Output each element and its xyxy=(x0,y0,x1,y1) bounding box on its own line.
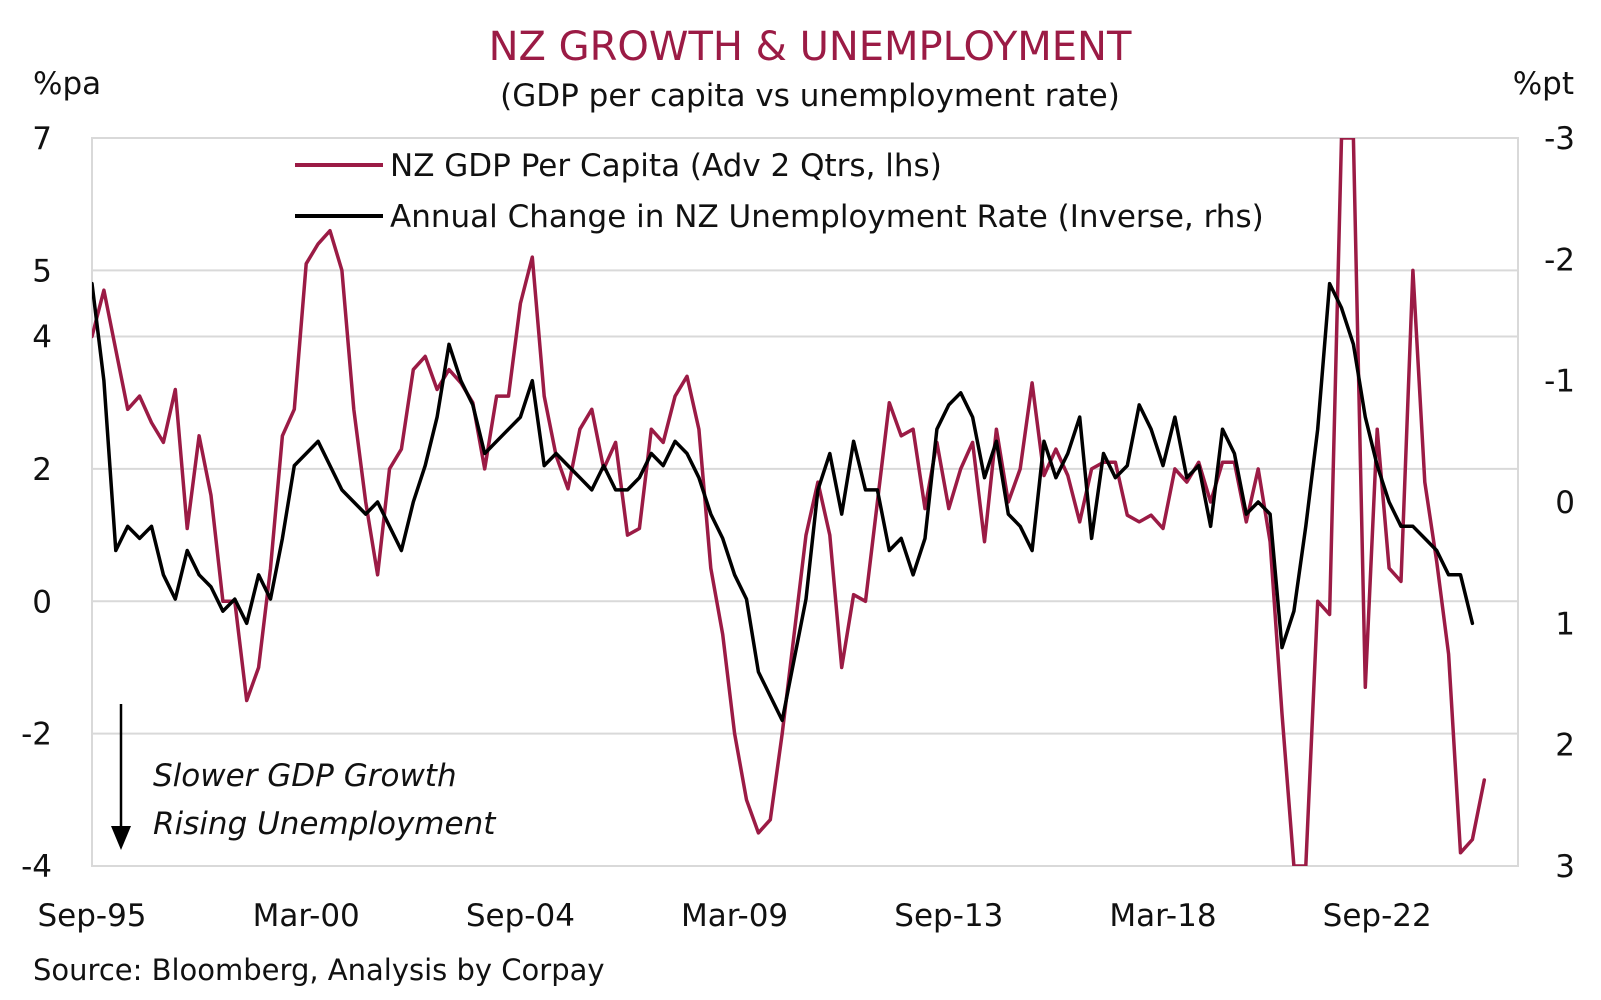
x-axis-ticks: Sep-95 Mar-00 Sep-04 Mar-09 Sep-13 Mar-18 Sep-… xyxy=(37,898,1431,934)
annotation: Slower GDP Growth Rising Unemployment xyxy=(111,704,497,850)
y-right-tick-label: 3 xyxy=(1555,849,1575,885)
plot-frame xyxy=(91,137,1519,867)
right-axis-unit: %pt xyxy=(1513,66,1574,102)
annotation-line-2: Rising Unemployment xyxy=(153,806,497,842)
series-line-unemployment-change xyxy=(92,281,1475,723)
left-axis-ticks: 7 5 4 2 0 -2 -4 xyxy=(21,121,52,885)
source-note: Source: Bloomberg, Analysis by Corpay xyxy=(33,953,605,987)
y-right-tick-label: 1 xyxy=(1555,606,1575,642)
x-tick-label: Mar-00 xyxy=(253,898,360,934)
x-tick-label: Mar-18 xyxy=(1109,898,1216,934)
x-tick-label: Sep-13 xyxy=(894,898,1003,934)
y-left-tick-label: -4 xyxy=(21,849,52,885)
y-right-tick-label: 0 xyxy=(1555,485,1575,521)
annotation-line-1: Slower GDP Growth xyxy=(153,758,457,794)
y-left-tick-label: 2 xyxy=(32,452,52,488)
chart-subtitle: (GDP per capita vs unemployment rate) xyxy=(500,78,1120,114)
chart-title: NZ GROWTH & UNEMPLOYMENT xyxy=(489,24,1132,70)
x-tick-label: Mar-09 xyxy=(681,898,788,934)
x-tick-label: Sep-04 xyxy=(466,898,575,934)
legend-label-unemployment: Annual Change in NZ Unemployment Rate (I… xyxy=(390,199,1264,235)
plot-area-border xyxy=(91,137,1519,867)
y-right-tick-label: -2 xyxy=(1544,242,1575,278)
y-right-tick-label: -3 xyxy=(1544,121,1575,157)
y-right-tick-label: 2 xyxy=(1555,728,1575,764)
right-axis-ticks: -3 -2 -1 0 1 2 3 xyxy=(1544,121,1575,885)
y-left-tick-label: 7 xyxy=(32,121,52,157)
down-arrow-icon xyxy=(111,826,131,850)
y-left-tick-label: 0 xyxy=(32,584,52,620)
legend: NZ GDP Per Capita (Adv 2 Qtrs, lhs) Annu… xyxy=(295,148,1264,235)
series-lines xyxy=(92,138,1487,866)
y-left-tick-label: 4 xyxy=(32,320,52,356)
y-right-tick-label: -1 xyxy=(1544,364,1575,400)
left-axis-unit: %pa xyxy=(33,66,101,102)
y-left-tick-label: 5 xyxy=(32,253,52,289)
y-left-tick-label: -2 xyxy=(21,717,52,753)
gridlines xyxy=(92,269,1518,735)
x-tick-label: Sep-22 xyxy=(1323,898,1432,934)
legend-label-gdp: NZ GDP Per Capita (Adv 2 Qtrs, lhs) xyxy=(390,148,942,184)
series-line-gdp-per-capita xyxy=(92,138,1487,866)
x-tick-label: Sep-95 xyxy=(37,898,146,934)
